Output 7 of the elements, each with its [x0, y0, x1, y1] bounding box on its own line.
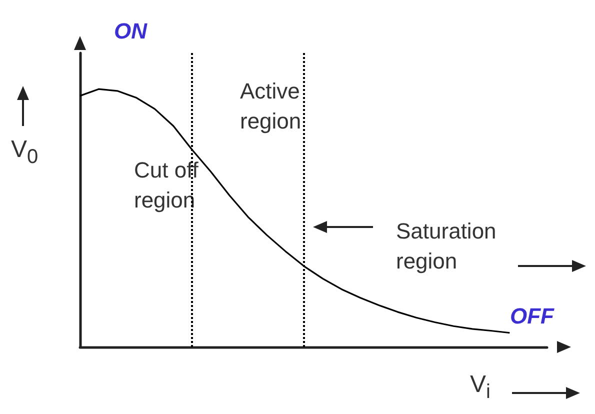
annotation: Saturation region	[396, 218, 496, 274]
text: ON	[114, 18, 148, 44]
annotation: Cut off region	[134, 158, 200, 212]
x-axis-title: V$_{i}$	[470, 371, 490, 403]
annotation: Active region	[240, 78, 302, 134]
annotation: OFF	[510, 304, 555, 328]
y-axis-title: V$_{0}$	[11, 136, 38, 168]
